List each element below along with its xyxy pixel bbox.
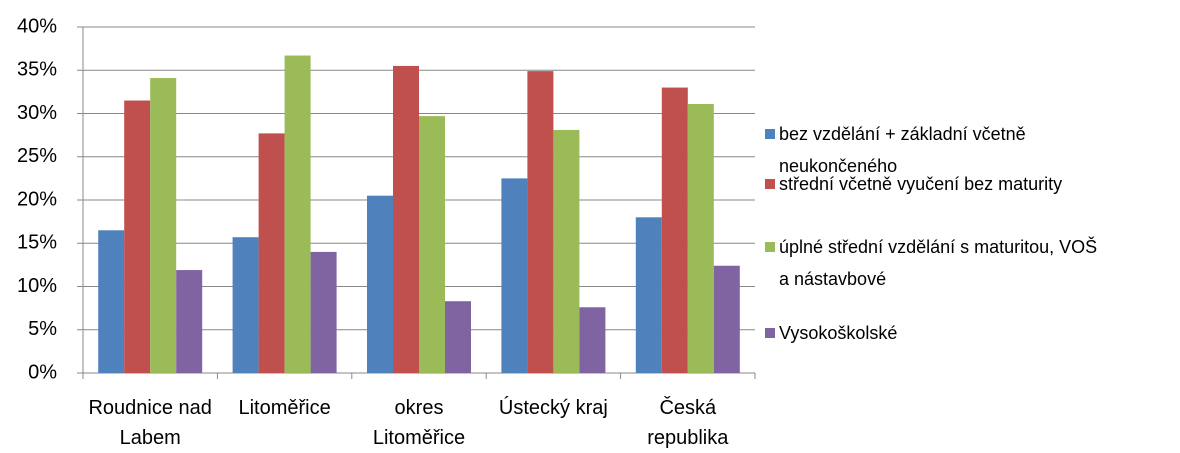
bar: [553, 129, 580, 373]
bar: [635, 217, 662, 373]
bar: [393, 65, 419, 374]
legend-swatch: [765, 328, 775, 338]
bar: [150, 78, 177, 373]
legend-swatch: [765, 129, 775, 139]
bar: [445, 301, 471, 373]
legend-item: střední včetně vyučení bez maturity: [765, 168, 1179, 200]
bar: [367, 195, 393, 373]
bar: [284, 55, 311, 374]
x-tick-label: Česká republika: [647, 397, 729, 449]
y-tick-label: 15%: [17, 232, 57, 254]
bar: [419, 116, 445, 373]
bar: [579, 307, 606, 373]
bar: [713, 265, 740, 373]
bar: [501, 178, 528, 373]
legend-swatch: [765, 242, 775, 252]
bar: [98, 230, 125, 373]
y-tick-label: 35%: [17, 59, 57, 81]
y-tick-label: 20%: [17, 188, 57, 210]
bar: [661, 87, 688, 374]
bar: [176, 270, 203, 373]
y-tick-label: 5%: [28, 318, 57, 340]
legend-label: střední včetně vyučení bez maturity: [779, 174, 1063, 194]
legend-item: úplné střední vzdělání s maturitou, VOŠ …: [765, 231, 1179, 295]
y-tick-label: 10%: [17, 275, 57, 297]
y-tick-label: 30%: [17, 102, 57, 124]
x-tick-label: Roudnice nad Labem: [88, 397, 212, 449]
x-tick-label: Litoměřice: [238, 397, 331, 419]
y-tick-label: 0%: [28, 361, 57, 383]
legend-item: Vysokoškolské: [765, 317, 1179, 349]
bar: [310, 251, 337, 373]
x-tick-label: okres Litoměřice: [372, 397, 466, 449]
bar: [258, 133, 285, 373]
legend-label: Vysokoškolské: [779, 323, 898, 343]
bar: [527, 71, 554, 374]
bar: [687, 103, 714, 374]
y-tick-label: 25%: [17, 145, 57, 167]
legend-swatch: [765, 179, 775, 189]
legend-label: úplné střední vzdělání s maturitou, VOŠ …: [779, 237, 1098, 289]
y-tick-label: 40%: [17, 15, 57, 37]
bar: [124, 100, 151, 374]
bar: [232, 237, 259, 373]
legend-item: bez vzdělání + základní včetně neukončen…: [765, 118, 1179, 182]
x-tick-label: Ústecký kraj: [498, 397, 608, 419]
legend-label: bez vzdělání + základní včetně neukončen…: [779, 124, 1026, 176]
